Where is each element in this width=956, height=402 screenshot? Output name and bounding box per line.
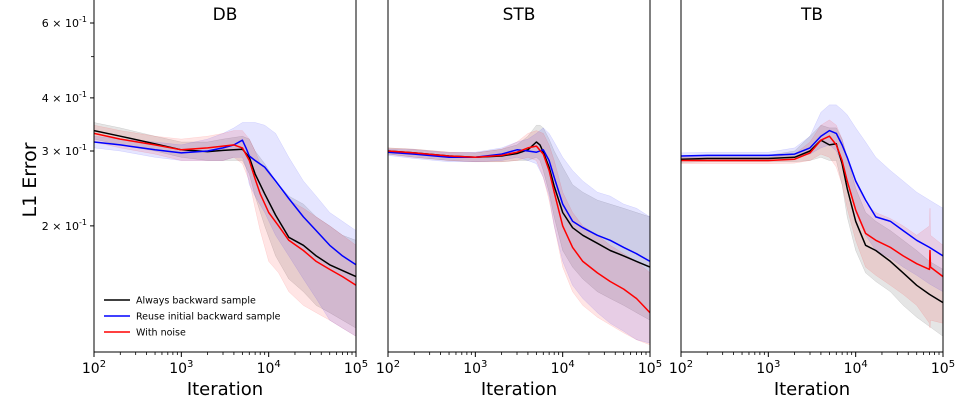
series-line (94, 132, 356, 286)
confidence-band-group (94, 122, 356, 337)
y-tick-group: 6 × 10-1 4 × 10-1 3 × 10-1 2 × 10-1 (42, 15, 94, 233)
x-tick-group: 102 103 104 105 (82, 352, 368, 377)
y-axis-label: L1 Error (19, 142, 41, 217)
legend-label: Reuse initial backward sample (136, 312, 281, 323)
y-tick-label: 4 × 10-1 (42, 90, 87, 105)
panel-title: STB (503, 5, 536, 25)
x-tick-label: 104 (844, 359, 868, 377)
series-line (681, 139, 943, 304)
series-line (681, 129, 943, 257)
x-tick-label: 104 (551, 359, 575, 377)
series-line-group (94, 129, 356, 286)
confidence-band (94, 122, 356, 329)
confidence-band (681, 104, 943, 292)
legend: Always backward sample Reuse initial bac… (104, 296, 281, 339)
x-tick-label: 104 (257, 359, 281, 377)
y-tick-label: 2 × 10-1 (42, 218, 87, 233)
x-tick-label: 102 (669, 359, 693, 377)
panel-title: TB (800, 5, 823, 25)
plot-frame (680, 0, 944, 353)
plot-frame (387, 0, 651, 353)
panel-title: DB (213, 5, 238, 25)
series-line (681, 135, 943, 278)
legend-label: Always backward sample (136, 296, 256, 307)
panel-stb: STB 102 103 104 105 Iteration (376, 0, 662, 400)
x-tick-group: 102 103 104 105 (669, 352, 955, 377)
confidence-band (94, 122, 356, 337)
x-tick-label: 103 (756, 359, 780, 377)
x-tick-label: 105 (344, 359, 368, 377)
panel-db: 6 × 10-14 × 10-13 × 10-12 × 10-1 DB 102 1… (42, 0, 368, 400)
x-tick-label: 103 (169, 359, 193, 377)
confidence-band (388, 127, 650, 344)
x-axis-label: Iteration (481, 379, 557, 400)
confidence-band-group (388, 124, 650, 346)
series-line (388, 145, 650, 314)
series-line-group (681, 129, 943, 304)
panel-tb: TB 102 103 104 105 Iteration (669, 0, 955, 400)
x-tick-label: 103 (463, 359, 487, 377)
x-tick-label: 102 (376, 359, 400, 377)
x-tick-label: 102 (82, 359, 106, 377)
y-tick-label: 6 × 10-1 (42, 15, 87, 30)
x-axis-label: Iteration (187, 379, 263, 400)
confidence-band-group (681, 104, 943, 337)
confidence-band (681, 124, 943, 337)
series-line-group (388, 141, 650, 314)
confidence-band (388, 130, 650, 346)
confidence-band (681, 119, 943, 329)
y-tick-label: 3 × 10-1 (42, 143, 87, 158)
x-tick-group: 102 103 104 105 (376, 352, 662, 377)
x-tick-label: 105 (931, 359, 955, 377)
x-tick-label: 105 (638, 359, 662, 377)
x-axis-label: Iteration (774, 379, 850, 400)
plot-frame (93, 0, 357, 353)
legend-label: With noise (136, 328, 186, 339)
series-line (94, 139, 356, 266)
confidence-band (94, 124, 356, 337)
confidence-band (388, 124, 650, 321)
